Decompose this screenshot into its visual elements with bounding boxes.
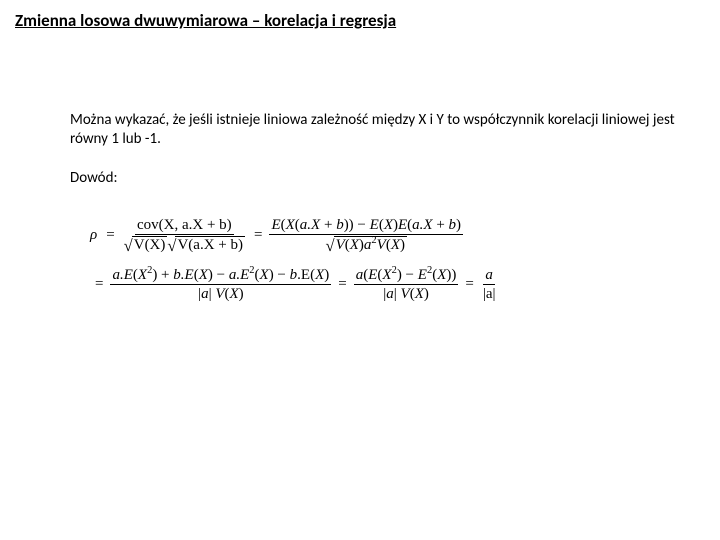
fraction-2a: a.E(X2) + b.E(X) − a.E2(X) − b.E(X) |a| … [110,267,331,303]
equals-sign: = [106,227,114,244]
fraction-2b-num: a(E(X2) − E2(X)) [354,267,459,286]
fraction-1a: cov(X, a.X + b) V(X)V(a.X + b) [122,217,247,255]
fraction-2a-den: |a| V(X) [196,285,246,303]
fraction-2c-num: a [483,267,495,286]
page-title: Zmienna losowa dwuwymiarowa – korelacja … [15,10,705,31]
fraction-1b-den: V(X)a2V(X) [324,235,410,255]
rho-symbol: ρ [90,227,97,244]
math-line-2: = a.E(X2) + b.E(X) − a.E2(X) − b.E(X) |a… [90,267,675,303]
paragraph-main: Można wykazać, że jeśli istnieje liniowa… [70,111,675,149]
equals-sign: = [338,276,346,293]
fraction-2c: a |a| [481,267,498,303]
fraction-1b: E(X(a.X + b)) − E(X)E(a.X + b) V(X)a2V(X… [269,217,463,255]
fraction-1a-num: cov(X, a.X + b) [135,217,234,236]
fraction-1a-den: V(X)V(a.X + b) [122,235,247,255]
fraction-1b-num: E(X(a.X + b)) − E(X)E(a.X + b) [269,217,463,236]
equals-sign: = [95,276,103,293]
fraction-2c-den: |a| [481,285,498,303]
fraction-2b-den: |a| V(X) [381,285,431,303]
math-derivation: ρ = cov(X, a.X + b) V(X)V(a.X + b) = E(X… [70,217,675,303]
equals-sign: = [465,276,473,293]
math-line-1: ρ = cov(X, a.X + b) V(X)V(a.X + b) = E(X… [90,217,675,255]
equals-sign: = [254,227,262,244]
proof-label: Dowód: [70,169,675,187]
fraction-2a-num: a.E(X2) + b.E(X) − a.E2(X) − b.E(X) [110,267,331,286]
fraction-2b: a(E(X2) − E2(X)) |a| V(X) [354,267,459,303]
